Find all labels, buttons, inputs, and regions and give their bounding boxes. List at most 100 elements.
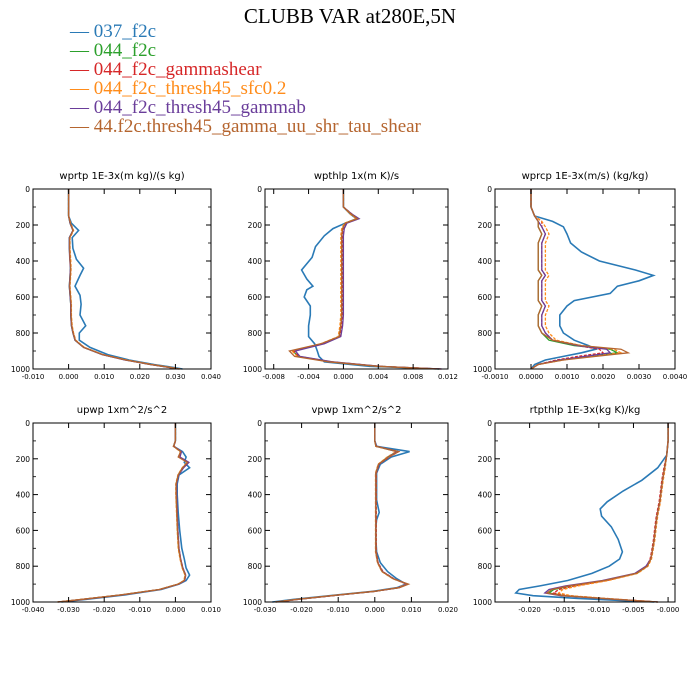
- series-line: [514, 423, 669, 603]
- x-tick-label: 0.0000: [519, 373, 544, 381]
- panel-title: upwp 1xm^2/s^2: [77, 405, 167, 416]
- series-line: [67, 189, 180, 370]
- series-line: [58, 423, 190, 603]
- series-line: [275, 423, 411, 603]
- x-tick-label: 0.010: [201, 606, 221, 614]
- y-tick-label: 200: [16, 221, 31, 230]
- legend-item: — 044_f2c_gammashear: [70, 60, 421, 79]
- y-tick-label: 600: [248, 293, 263, 302]
- y-tick-label: 200: [478, 221, 493, 230]
- panel-title: rtpthlp 1E-3x(kg K)/kg: [530, 405, 641, 416]
- series-line: [545, 423, 669, 603]
- y-tick-label: 800: [16, 562, 31, 571]
- figure-title: CLUBB VAR at280E,5N: [243, 4, 457, 28]
- series-line: [57, 423, 189, 603]
- series-line: [547, 423, 669, 603]
- series-line: [557, 423, 669, 603]
- y-tick-label: 0: [487, 185, 492, 194]
- y-tick-label: 200: [248, 455, 263, 464]
- y-tick-label: 200: [248, 221, 263, 230]
- x-tick-label: 0.0020: [591, 373, 616, 381]
- y-tick-label: 800: [478, 562, 493, 571]
- y-tick-label: 400: [248, 491, 263, 500]
- series-line: [300, 189, 440, 370]
- plot-frame: [32, 422, 212, 603]
- y-tick-label: 600: [478, 526, 493, 535]
- series-line: [67, 189, 183, 370]
- x-tick-label: 0.000: [365, 606, 385, 614]
- legend-label: 037_f2c: [93, 21, 157, 42]
- x-tick-label: 0.012: [438, 373, 458, 381]
- x-tick-label: 0.0010: [555, 373, 580, 381]
- x-tick-label: -0.020: [290, 606, 313, 614]
- x-tick-label: 0.040: [201, 373, 221, 381]
- x-tick-label: 0.030: [165, 373, 185, 381]
- y-tick-label: 600: [478, 293, 493, 302]
- x-tick-label: 0.0030: [627, 373, 652, 381]
- x-tick-label: 0.010: [401, 606, 421, 614]
- y-tick-label: 400: [248, 257, 263, 266]
- y-tick-label: 400: [478, 491, 493, 500]
- panel-title: wprcp 1E-3x(m/s) (kg/kg): [522, 171, 649, 182]
- legend: — 037_f2c — 044_f2c — 044_f2c_gammashear…: [70, 22, 421, 136]
- panel-title: wpthlp 1x(m K)/s: [314, 171, 399, 182]
- series-line: [552, 423, 669, 603]
- panel-title: vpwp 1xm^2/s^2: [311, 405, 401, 416]
- x-tick-label: -0.000: [657, 606, 680, 614]
- legend-label: 044_f2c_gammashear: [93, 59, 262, 80]
- legend-line-icon: —: [70, 21, 94, 42]
- series-line: [67, 189, 179, 370]
- series-line: [57, 423, 189, 603]
- y-tick-label: 400: [16, 257, 31, 266]
- y-tick-label: 1000: [11, 598, 30, 607]
- plot-frame: [264, 188, 449, 370]
- series-line: [67, 189, 180, 370]
- y-tick-label: 0: [487, 419, 492, 428]
- x-tick-label: -0.020: [93, 606, 116, 614]
- panel-title: wprtp 1E-3x(m kg)/(s kg): [59, 171, 184, 182]
- legend-item: — 037_f2c: [70, 22, 421, 41]
- legend-item: — 044_f2c: [70, 41, 421, 60]
- series-line: [543, 423, 669, 603]
- series-line: [288, 189, 440, 370]
- plot-frame: [264, 422, 449, 603]
- y-tick-label: 600: [248, 526, 263, 535]
- series-line: [58, 423, 190, 603]
- y-tick-label: 0: [257, 419, 262, 428]
- series-line: [292, 189, 442, 370]
- x-tick-label: -0.010: [327, 606, 350, 614]
- x-tick-label: -0.030: [57, 606, 80, 614]
- y-tick-label: 1000: [473, 598, 492, 607]
- x-tick-label: -0.008: [262, 373, 285, 381]
- legend-label: 044_f2c: [93, 40, 157, 61]
- y-tick-label: 800: [478, 329, 493, 338]
- series-line: [530, 189, 631, 370]
- y-tick-label: 1000: [473, 365, 492, 374]
- series-line: [67, 189, 180, 370]
- y-tick-label: 1000: [243, 365, 262, 374]
- y-tick-label: 800: [248, 329, 263, 338]
- y-tick-label: 600: [16, 526, 31, 535]
- legend-label: 44.f2c.thresh45_gamma_uu_shr_tau_shear: [93, 116, 421, 137]
- x-tick-label: -0.030: [254, 606, 277, 614]
- series-line: [291, 189, 440, 370]
- legend-label: 044_f2c_thresh45_gammab: [93, 97, 306, 118]
- y-tick-label: 0: [257, 185, 262, 194]
- legend-label: 044_f2c_thresh45_sfc0.2: [93, 78, 287, 99]
- x-tick-label: -0.010: [129, 606, 152, 614]
- legend-line-icon: —: [70, 59, 94, 80]
- series-line: [61, 423, 191, 603]
- x-tick-label: -0.040: [22, 606, 45, 614]
- x-tick-label: 0.008: [403, 373, 423, 381]
- y-tick-label: 400: [16, 491, 31, 500]
- legend-item: — 044_f2c_thresh45_gammab: [70, 98, 421, 117]
- series-line: [294, 189, 442, 370]
- y-tick-label: 400: [478, 257, 493, 266]
- y-tick-label: 800: [16, 329, 31, 338]
- y-tick-label: 600: [16, 293, 31, 302]
- x-tick-label: -0.015: [553, 606, 576, 614]
- x-tick-label: 0.020: [438, 606, 458, 614]
- legend-item: — 44.f2c.thresh45_gamma_uu_shr_tau_shear: [70, 117, 421, 136]
